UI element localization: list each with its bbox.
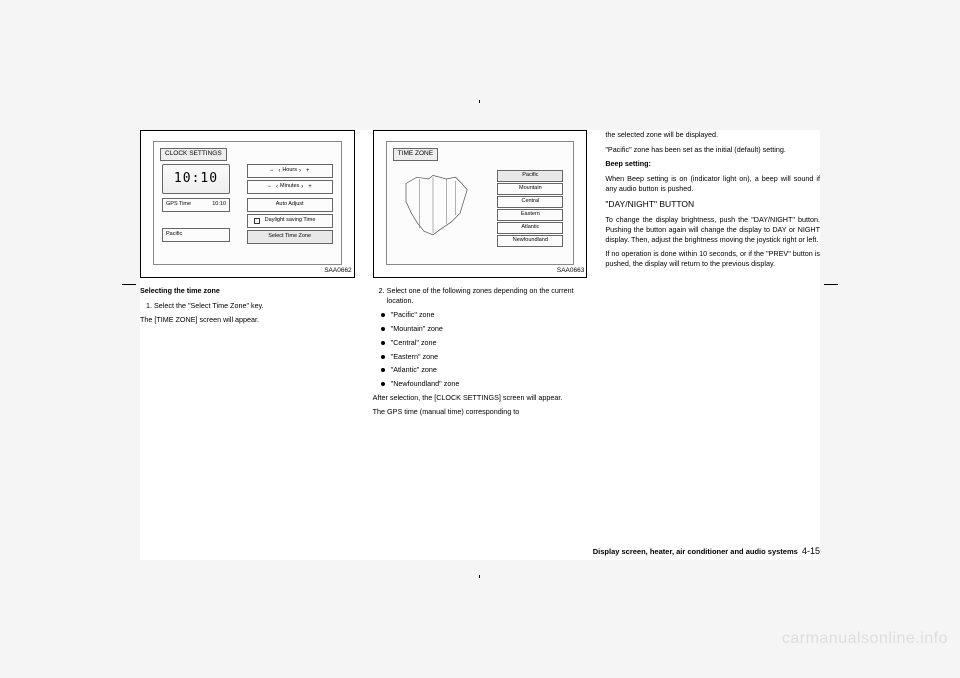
- beep-heading: Beep setting:: [605, 159, 820, 169]
- screen-tz: TIME ZONE Pacific Mountain Central Easte…: [386, 141, 575, 265]
- gps-label: GPS Time: [166, 201, 191, 208]
- paragraph: the selected zone will be displayed.: [605, 130, 820, 140]
- zone-bullet: "Atlantic" zone: [373, 365, 588, 375]
- select-tz-row: Select Time Zone: [247, 230, 333, 244]
- checkbox-icon: [254, 218, 260, 224]
- zone-bullet: "Newfoundland" zone: [373, 379, 588, 389]
- paragraph: If no operation is done within 10 second…: [605, 249, 820, 268]
- footer-section: Display screen, heater, air conditioner …: [593, 547, 798, 556]
- bullet-icon: [381, 382, 385, 386]
- bullet-icon: [381, 355, 385, 359]
- tz-option: Mountain: [497, 183, 563, 195]
- north-america-map-icon: [397, 170, 487, 242]
- column-3: the selected zone will be displayed. "Pa…: [605, 130, 820, 560]
- bullet-text: "Eastern" zone: [391, 352, 438, 362]
- bullet-text: "Central" zone: [391, 338, 437, 348]
- minus: − ‹: [268, 183, 279, 191]
- zone-bullet: "Pacific" zone: [373, 310, 588, 320]
- hours-label: Hours: [282, 167, 297, 174]
- figure-time-zone: TIME ZONE Pacific Mountain Central Easte…: [373, 130, 588, 278]
- zone-bullet: "Mountain" zone: [373, 324, 588, 334]
- minutes-label: Minutes: [280, 183, 299, 190]
- figure-label: SAA0662: [324, 267, 351, 276]
- select-tz-label: Select Time Zone: [268, 233, 311, 240]
- timezone-list: Pacific Mountain Central Eastern Atlanti…: [497, 170, 563, 248]
- plus: › +: [301, 183, 312, 191]
- tz-option: Central: [497, 196, 563, 208]
- manual-page: CLOCK SETTINGS 10:10 GPS Time 10:10 Paci…: [140, 130, 820, 560]
- figure-clock-settings: CLOCK SETTINGS 10:10 GPS Time 10:10 Paci…: [140, 130, 355, 278]
- watermark: carmanualsonline.info: [782, 630, 948, 648]
- step-1: Select the "Select Time Zone" key.: [154, 301, 355, 311]
- zone-bullet: "Eastern" zone: [373, 352, 588, 362]
- column-2: TIME ZONE Pacific Mountain Central Easte…: [373, 130, 588, 560]
- daylight-label: Daylight saving Time: [265, 217, 316, 224]
- screen-clock: CLOCK SETTINGS 10:10 GPS Time 10:10 Paci…: [153, 141, 342, 265]
- gps-time: 10:10: [212, 201, 226, 208]
- paragraph: The GPS time (manual time) corresponding…: [373, 407, 588, 417]
- gps-time-row: GPS Time 10:10: [162, 198, 230, 212]
- clock-readout: 10:10: [162, 164, 230, 194]
- bullet-icon: [381, 313, 385, 317]
- zone-bullet: "Central" zone: [373, 338, 588, 348]
- crop-mark: [824, 284, 838, 285]
- paragraph: After selection, the [CLOCK SETTINGS] sc…: [373, 393, 588, 403]
- bullet-text: "Mountain" zone: [391, 324, 443, 334]
- paragraph: When Beep setting is on (indicator light…: [605, 174, 820, 193]
- crop-mark: [479, 575, 480, 578]
- crop-mark: [479, 100, 480, 103]
- page-footer: Display screen, heater, air conditioner …: [593, 546, 820, 556]
- paragraph: "Pacific" zone has been set as the initi…: [605, 145, 820, 155]
- column-1: CLOCK SETTINGS 10:10 GPS Time 10:10 Paci…: [140, 130, 355, 560]
- bullet-icon: [381, 368, 385, 372]
- daynight-heading: "DAY/NIGHT" BUTTON: [605, 199, 820, 210]
- bullet-icon: [381, 327, 385, 331]
- steps-list-1: Select the "Select Time Zone" key.: [154, 301, 355, 311]
- plus: › +: [299, 167, 310, 175]
- step-2: Select one of the following zones depend…: [387, 286, 588, 305]
- bullet-text: "Atlantic" zone: [391, 365, 437, 375]
- tz-option: Atlantic: [497, 222, 563, 234]
- current-zone: Pacific: [166, 231, 182, 238]
- minus: − ‹: [270, 167, 281, 175]
- bullet-icon: [381, 341, 385, 345]
- screen-title: TIME ZONE: [393, 148, 438, 161]
- bullet-text: "Newfoundland" zone: [391, 379, 460, 389]
- tz-option: Pacific: [497, 170, 563, 182]
- current-zone-row: Pacific: [162, 228, 230, 242]
- figure-label: SAA0663: [557, 267, 584, 276]
- daylight-row: Daylight saving Time: [247, 214, 333, 228]
- paragraph: The [TIME ZONE] screen will appear.: [140, 315, 355, 325]
- tz-option: Eastern: [497, 209, 563, 221]
- auto-adjust-row: Auto Adjust: [247, 198, 333, 212]
- subheading: Selecting the time zone: [140, 286, 355, 296]
- crop-mark: [122, 284, 136, 285]
- minutes-adjust: − ‹ Minutes › +: [247, 180, 333, 194]
- tz-option: Newfoundland: [497, 235, 563, 247]
- page-number: 4-15: [802, 546, 820, 556]
- bullet-text: "Pacific" zone: [391, 310, 435, 320]
- auto-label: Auto Adjust: [276, 201, 304, 208]
- screen-title: CLOCK SETTINGS: [160, 148, 227, 161]
- paragraph: To change the display brightness, push t…: [605, 215, 820, 244]
- hours-adjust: − ‹ Hours › +: [247, 164, 333, 178]
- steps-list-2: Select one of the following zones depend…: [387, 286, 588, 305]
